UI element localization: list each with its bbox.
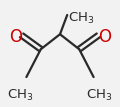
Text: CH$_3$: CH$_3$ bbox=[68, 11, 95, 26]
Text: CH$_3$: CH$_3$ bbox=[7, 88, 34, 103]
Text: O: O bbox=[98, 28, 111, 46]
Text: CH$_3$: CH$_3$ bbox=[86, 88, 113, 103]
Text: O: O bbox=[9, 28, 22, 46]
